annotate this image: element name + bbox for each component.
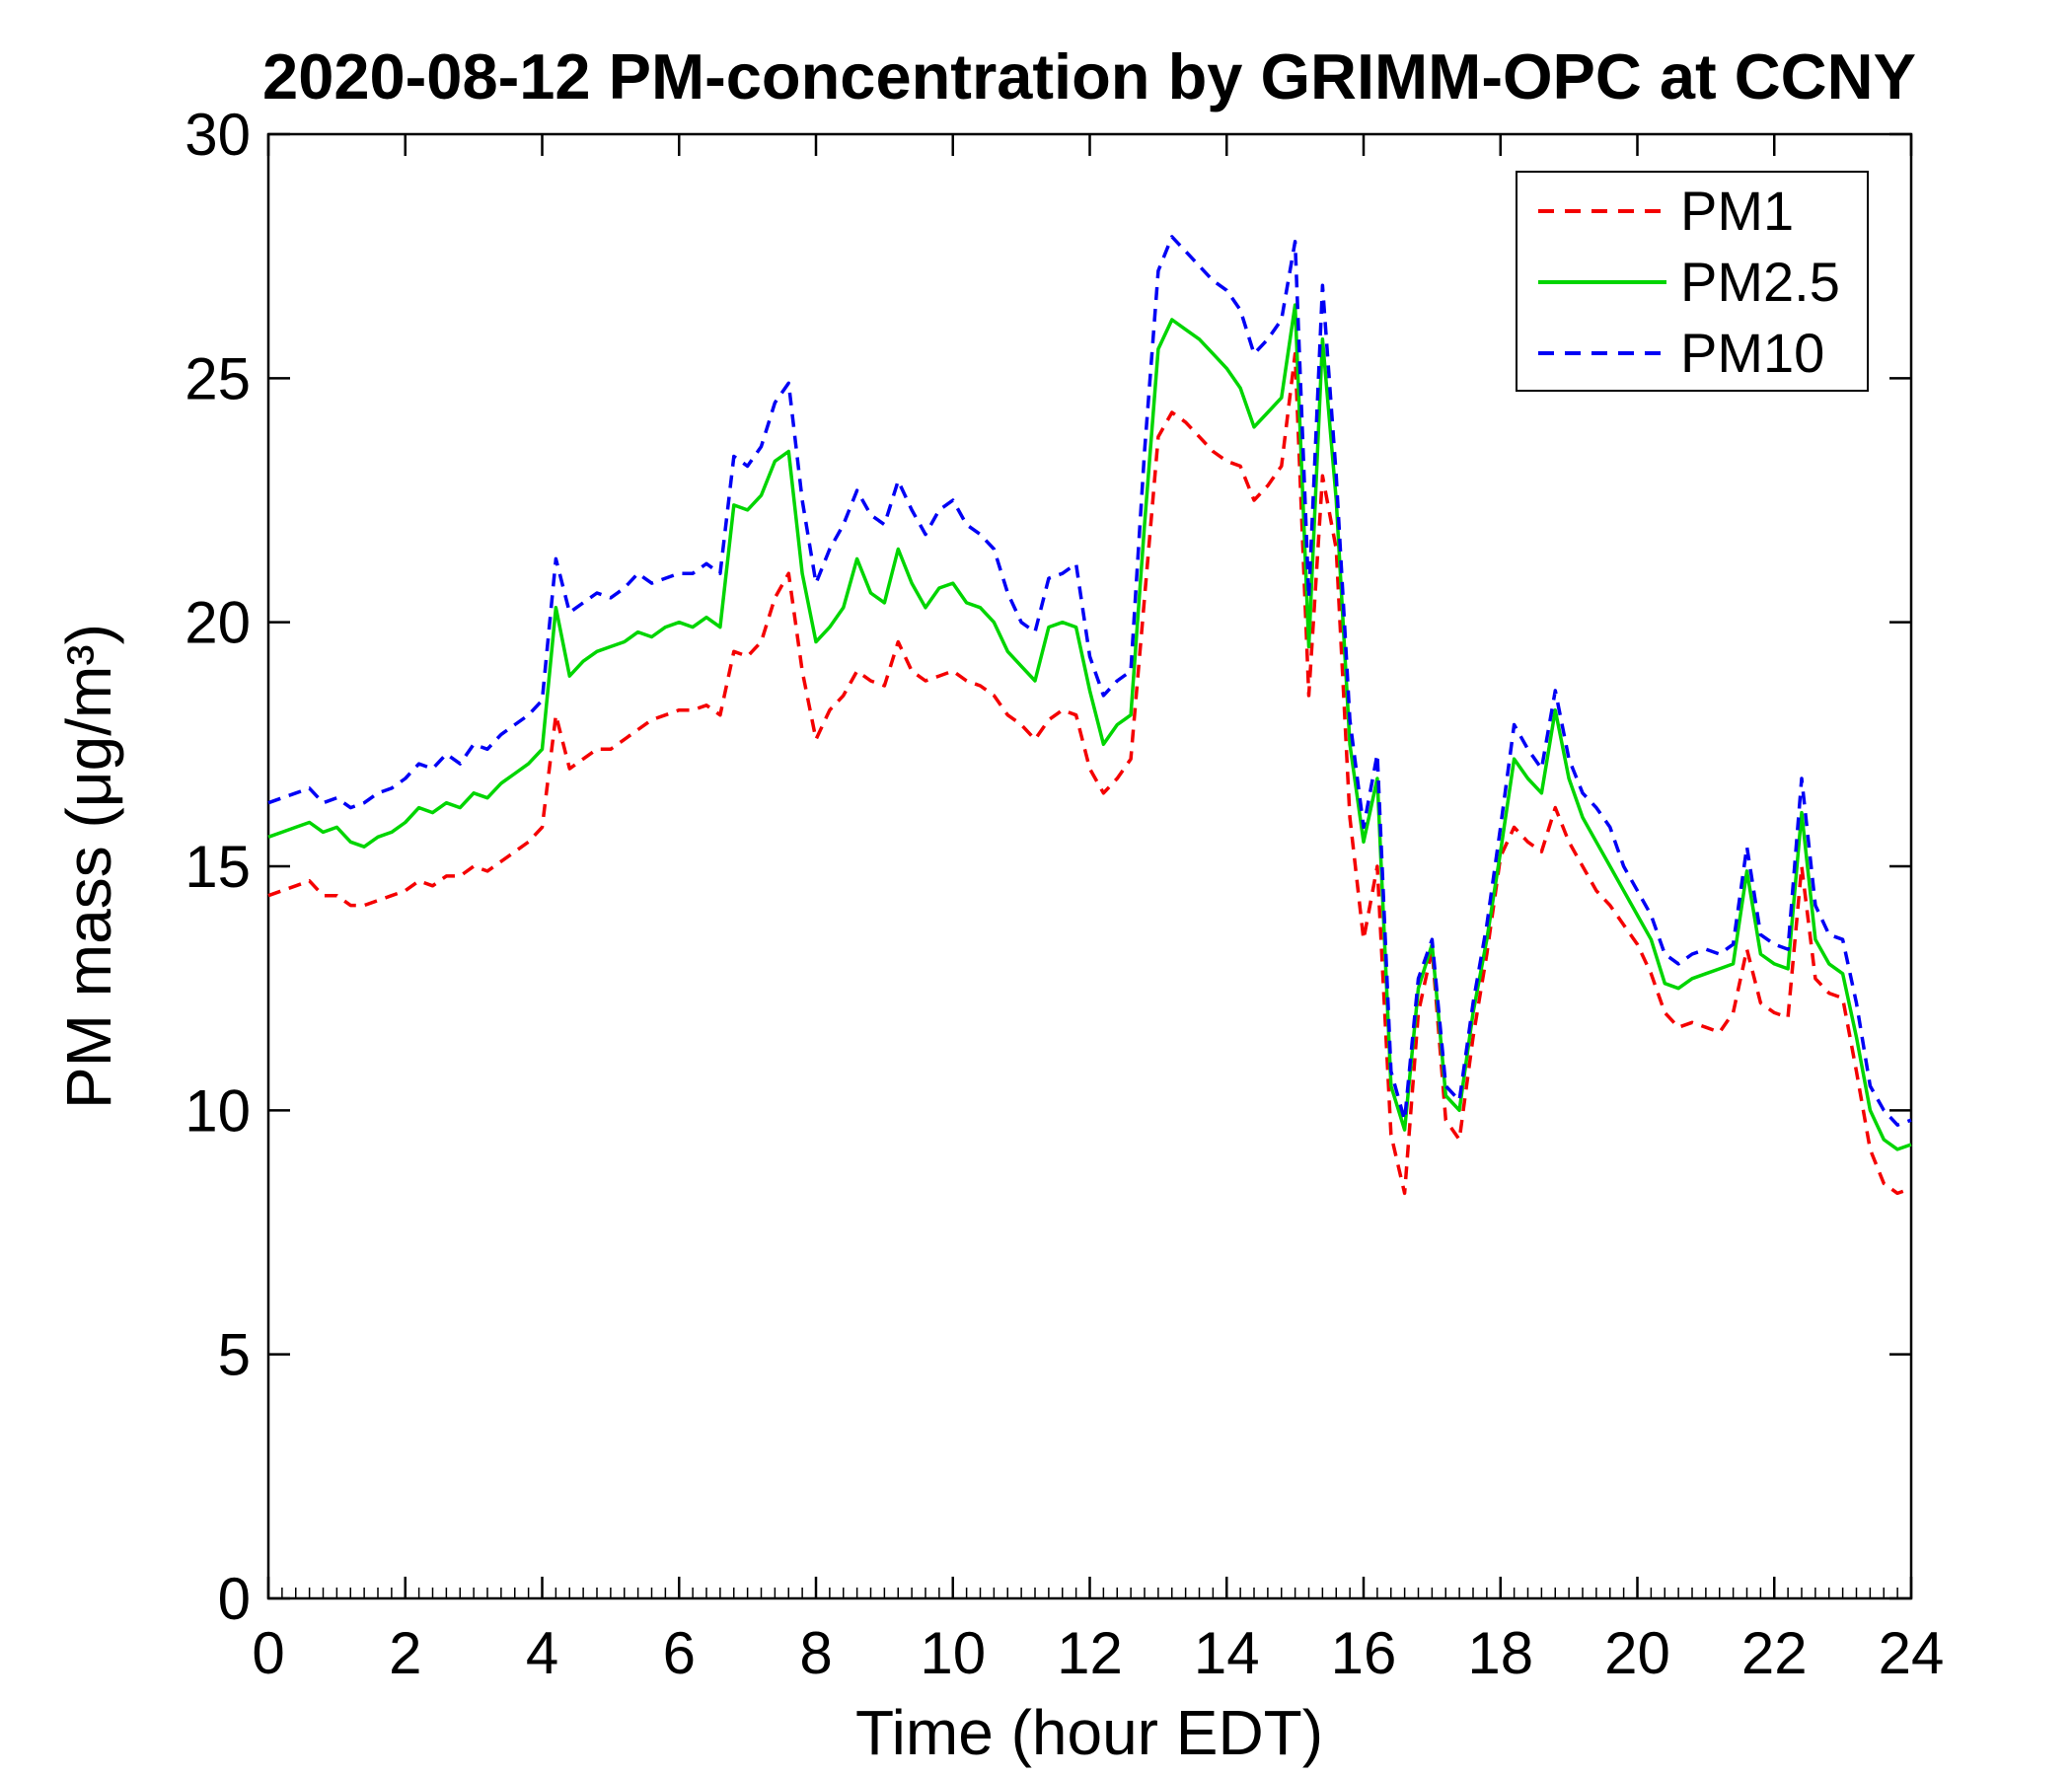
- y-axis-label: PM mass (μg/m³): [53, 624, 124, 1109]
- y-tick-label: 10: [185, 1077, 251, 1144]
- x-tick-label: 2: [389, 1620, 421, 1686]
- legend[interactable]: PM1 PM2.5 PM10: [1516, 171, 1869, 392]
- chart-title: 2020-08-12 PM-concentration by GRIMM-OPC…: [262, 40, 1916, 112]
- y-tick-label: 20: [185, 590, 251, 656]
- y-tick-label: 30: [185, 102, 251, 168]
- series-line-PM10: [267, 235, 1912, 1127]
- series-group: [267, 235, 1912, 1196]
- x-tick-label: 0: [252, 1620, 284, 1686]
- y-tick-label: 25: [185, 345, 251, 411]
- x-tick-label: 16: [1331, 1620, 1397, 1686]
- legend-label-PM1: PM1: [1680, 180, 1794, 242]
- x-tick-label: 4: [526, 1620, 558, 1686]
- y-tick-label: 0: [218, 1566, 251, 1632]
- x-tick-label: 10: [920, 1620, 986, 1686]
- series-line-PM1: [267, 351, 1912, 1196]
- x-axis-label: Time (hour EDT): [855, 1697, 1323, 1768]
- series-line-PM2.5: [267, 303, 1912, 1151]
- x-tick-label: 18: [1467, 1620, 1533, 1686]
- y-tick-label: 5: [218, 1322, 251, 1388]
- x-tick-label: 14: [1194, 1620, 1260, 1686]
- legend-label-PM2.5: PM2.5: [1680, 251, 1840, 313]
- x-tick-label: 22: [1741, 1620, 1808, 1686]
- legend-label-PM10: PM10: [1680, 322, 1824, 384]
- x-tick-label: 20: [1604, 1620, 1670, 1686]
- x-tick-label: 12: [1057, 1620, 1123, 1686]
- y-tick-label: 15: [185, 834, 251, 900]
- x-tick-label: 8: [799, 1620, 832, 1686]
- x-tick-label: 24: [1879, 1620, 1945, 1686]
- x-tick-label: 6: [663, 1620, 696, 1686]
